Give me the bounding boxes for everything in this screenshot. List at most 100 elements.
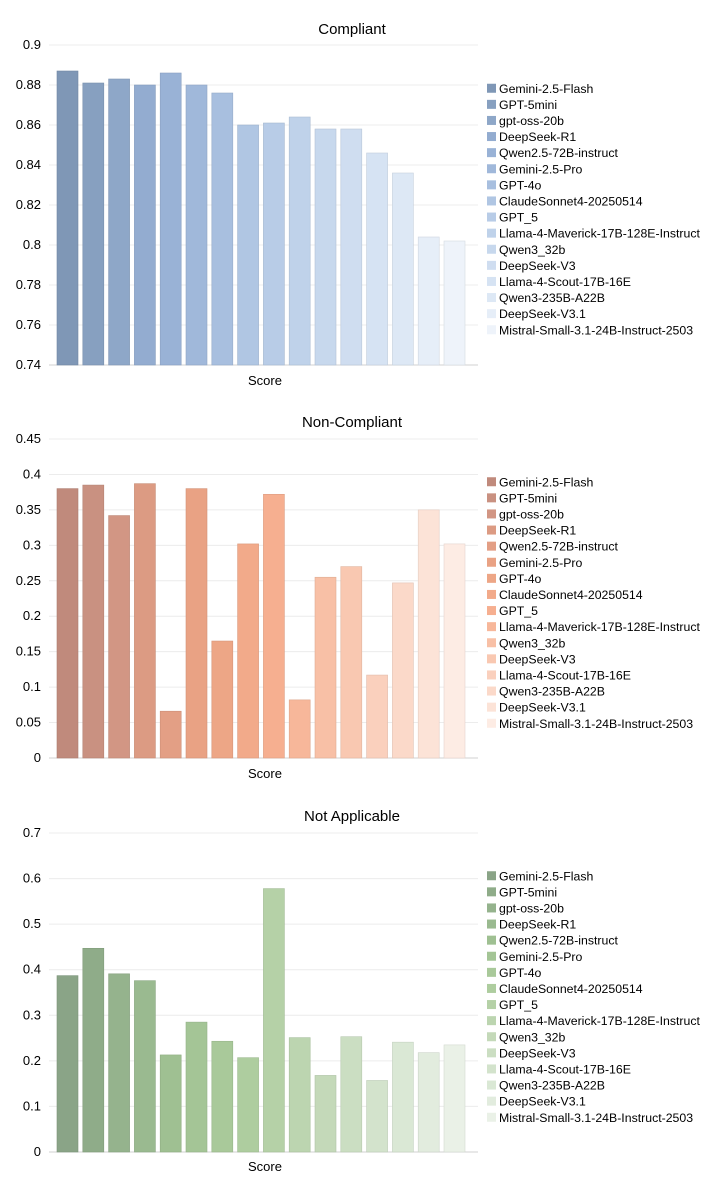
bar-Mistral-Small-3.1-24B-Instruct-2503 bbox=[443, 1044, 466, 1153]
legend-swatch bbox=[487, 871, 496, 881]
legend-label: GPT-4o bbox=[499, 178, 542, 192]
y-tick-label: 0.78 bbox=[16, 277, 41, 292]
y-tick-label: 0.7 bbox=[23, 825, 41, 840]
legend-swatch bbox=[487, 951, 496, 961]
bar-ClaudeSonnet4-20250514 bbox=[237, 543, 259, 759]
y-tick-label: 0.9 bbox=[23, 37, 41, 52]
bar-gpt-oss-20b bbox=[108, 973, 130, 1153]
legend-swatch bbox=[487, 589, 496, 599]
y-tick-label: 0 bbox=[34, 750, 41, 765]
legend-label: DeepSeek-V3 bbox=[499, 259, 576, 273]
legend-label: gpt-oss-20b bbox=[499, 114, 564, 128]
legend-label: ClaudeSonnet4-20250514 bbox=[499, 194, 643, 208]
bar-ClaudeSonnet4-20250514 bbox=[237, 124, 259, 366]
bar-Gemini-2.5-Pro bbox=[185, 1021, 208, 1153]
y-tick-label: 0.1 bbox=[23, 679, 41, 694]
bar-DeepSeek-V3 bbox=[340, 566, 363, 759]
legend-label: Qwen3-235B-A22B bbox=[499, 291, 605, 305]
legend: Gemini-2.5-Flash GPT-5mini gpt-oss-20b Deep… bbox=[487, 82, 701, 337]
y-tick-label: 0.3 bbox=[23, 1007, 41, 1022]
legend-label: GPT_5 bbox=[499, 998, 538, 1012]
bar-Qwen3-235B-A22B bbox=[392, 172, 414, 366]
legend-label: Qwen3_32b bbox=[499, 1030, 565, 1044]
y-tick-label: 0.05 bbox=[16, 715, 41, 730]
legend-label: Llama-4-Scout-17B-16E bbox=[499, 668, 631, 682]
legend-label: GPT-4o bbox=[499, 966, 542, 980]
x-axis-label: Score bbox=[248, 766, 282, 781]
legend-label: Mistral-Small-3.1-24B-Instruct-2503 bbox=[499, 323, 693, 337]
legend-label: Mistral-Small-3.1-24B-Instruct-2503 bbox=[499, 1111, 693, 1125]
legend-swatch bbox=[487, 260, 496, 270]
bar-GPT-5mini bbox=[82, 82, 105, 366]
legend-label: ClaudeSonnet4-20250514 bbox=[499, 982, 643, 996]
bar-DeepSeek-V3.1 bbox=[417, 1052, 440, 1153]
legend-label: Llama-4-Maverick-17B-128E-Instruct bbox=[499, 227, 701, 241]
legend-swatch bbox=[487, 967, 496, 977]
legend-swatch bbox=[487, 1080, 496, 1090]
y-tick-label: 0.86 bbox=[16, 117, 41, 132]
bar-GPT-4o bbox=[211, 1040, 234, 1153]
legend-label: DeepSeek-V3 bbox=[499, 1046, 576, 1060]
legend-swatch bbox=[487, 887, 496, 897]
bar-Qwen2.5-72B-instruct bbox=[159, 710, 182, 759]
legend-label: Llama-4-Scout-17B-16E bbox=[499, 275, 631, 289]
legend-swatch bbox=[487, 557, 496, 567]
bar-gpt-oss-20b bbox=[108, 515, 130, 759]
legend-swatch bbox=[487, 196, 496, 206]
bar-Llama-4-Scout-17B-16E bbox=[366, 1080, 388, 1153]
legend-label: GPT-5mini bbox=[499, 491, 557, 505]
legend-swatch bbox=[487, 670, 496, 680]
bar-Gemini-2.5-Flash bbox=[56, 488, 79, 759]
legend-swatch bbox=[487, 573, 496, 583]
y-tick-label: 0.4 bbox=[23, 466, 41, 481]
legend-label: DeepSeek-R1 bbox=[499, 918, 576, 932]
legend-swatch bbox=[487, 325, 496, 335]
bar-GPT_5 bbox=[263, 493, 285, 759]
bar-DeepSeek-V3.1 bbox=[417, 236, 440, 366]
legend-swatch bbox=[487, 99, 496, 109]
legend-label: Gemini-2.5-Pro bbox=[499, 162, 583, 176]
legend-swatch bbox=[487, 1016, 496, 1026]
bar-Gemini-2.5-Pro bbox=[185, 84, 208, 366]
x-axis-label: Score bbox=[248, 373, 282, 388]
bar-gpt-oss-20b bbox=[108, 78, 130, 366]
legend-swatch bbox=[487, 983, 496, 993]
bar-Qwen2.5-72B-instruct bbox=[159, 72, 182, 366]
chart-panel-1: Compliant 0.74 0.76 0.78 0.8 0.82 0.84 0.86 0.88… bbox=[16, 21, 701, 388]
legend-label: Mistral-Small-3.1-24B-Instruct-2503 bbox=[499, 717, 693, 731]
bar-Gemini-2.5-Flash bbox=[56, 975, 79, 1153]
legend-swatch bbox=[487, 686, 496, 696]
bar-Llama-4-Scout-17B-16E bbox=[366, 674, 388, 759]
legend-swatch bbox=[487, 148, 496, 158]
y-tick-label: 0.82 bbox=[16, 197, 41, 212]
bar-ClaudeSonnet4-20250514 bbox=[237, 1057, 259, 1153]
legend-swatch bbox=[487, 718, 496, 728]
x-axis-label: Score bbox=[248, 1159, 282, 1174]
bar-Mistral-Small-3.1-24B-Instruct-2503 bbox=[443, 543, 466, 759]
legend-label: Llama-4-Maverick-17B-128E-Instruct bbox=[499, 1014, 701, 1028]
bar-Qwen2.5-72B-instruct bbox=[159, 1054, 182, 1153]
legend-swatch bbox=[487, 919, 496, 929]
legend-swatch bbox=[487, 1032, 496, 1042]
legend-label: DeepSeek-V3.1 bbox=[499, 1095, 586, 1109]
bar-GPT-5mini bbox=[82, 484, 105, 759]
legend-swatch bbox=[487, 309, 496, 319]
y-tick-label: 0.35 bbox=[16, 502, 41, 517]
y-tick-label: 0.2 bbox=[23, 1053, 41, 1068]
legend-swatch bbox=[487, 1048, 496, 1058]
legend-swatch bbox=[487, 293, 496, 303]
chart-title: Not Applicable bbox=[304, 808, 400, 825]
legend: Gemini-2.5-Flash GPT-5mini gpt-oss-20b Deep… bbox=[487, 869, 701, 1125]
legend-swatch bbox=[487, 935, 496, 945]
bar-Gemini-2.5-Flash bbox=[56, 70, 79, 366]
legend-swatch bbox=[487, 1112, 496, 1122]
y-tick-label: 0.6 bbox=[23, 871, 41, 886]
legend-swatch bbox=[487, 638, 496, 648]
bar-GPT-5mini bbox=[82, 947, 105, 1153]
y-tick-label: 0 bbox=[34, 1144, 41, 1159]
legend-swatch bbox=[487, 606, 496, 616]
chart-title: Compliant bbox=[318, 21, 386, 38]
legend-swatch bbox=[487, 164, 496, 174]
bar-DeepSeek-R1 bbox=[134, 483, 156, 759]
legend-label: Gemini-2.5-Flash bbox=[499, 869, 593, 883]
